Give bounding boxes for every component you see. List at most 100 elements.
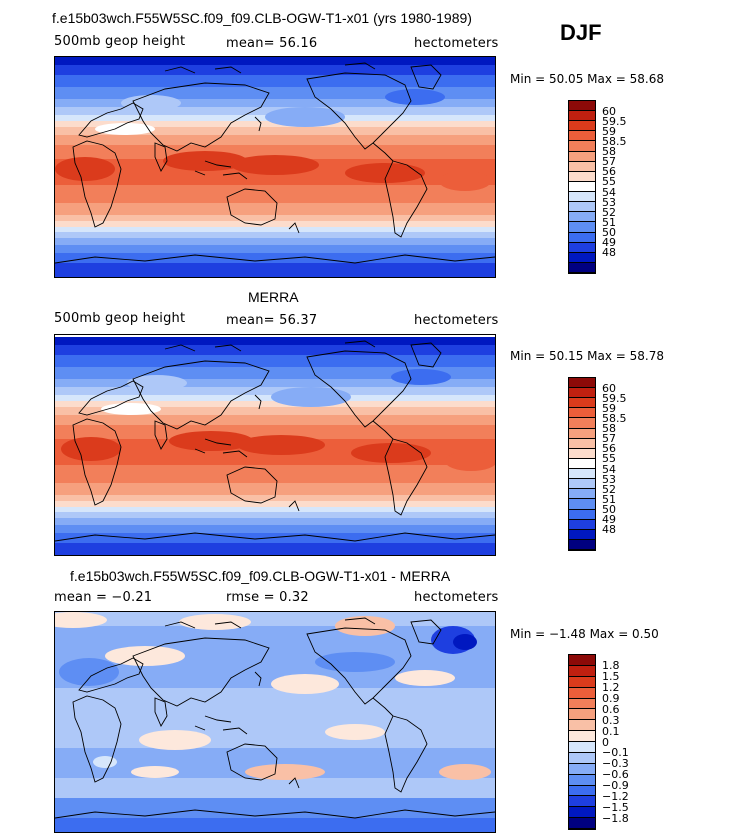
colorbar-label: −1.2 (602, 789, 629, 803)
contour-band (55, 778, 495, 798)
panel1-title: f.e15b03wch.F55W5SC.f09_f09.CLB-OGW-T1-x… (52, 10, 472, 26)
contour-blob (445, 451, 495, 471)
colorbar-swatch (569, 121, 595, 132)
contour-band (55, 253, 495, 263)
contour-blob (55, 612, 107, 628)
contour-band (55, 465, 495, 483)
colorbar-label: 0 (602, 735, 609, 749)
contour-band (55, 501, 495, 507)
colorbar-swatch (569, 479, 595, 490)
contour-blob (245, 764, 325, 780)
contour-band (55, 533, 495, 543)
colorbar-label: 58 (602, 145, 616, 159)
contour-blob (231, 155, 319, 175)
coastline (164, 340, 376, 352)
coastline (288, 222, 300, 234)
contour-band (55, 57, 495, 65)
coastline (384, 438, 428, 516)
contour-blob (325, 724, 385, 740)
coastline (226, 466, 278, 504)
contour-band (55, 337, 495, 345)
coastline (154, 697, 168, 727)
colorbar-label: −0.1 (602, 746, 629, 760)
panel2-title: MERRA (248, 289, 299, 305)
colorbar-swatch (569, 151, 595, 162)
panel3-contour-bands (55, 612, 495, 832)
colorbar-label: −1.5 (602, 800, 629, 814)
colorbar-swatch (569, 161, 595, 172)
colorbar-swatch (569, 539, 595, 550)
colorbar-swatch (569, 458, 595, 470)
contour-band (55, 612, 495, 626)
coastline (306, 350, 412, 428)
panel2-units: hectometers (414, 313, 499, 328)
contour-blob (335, 616, 395, 636)
contour-blob (391, 369, 451, 385)
colorbar-label: 49 (602, 513, 616, 527)
colorbar-label: 1.5 (602, 670, 620, 684)
contour-band (55, 232, 495, 238)
contour-band (55, 387, 495, 395)
colorbar-label: 1.2 (602, 681, 620, 695)
panel3-map (54, 611, 496, 833)
coastline (410, 619, 442, 645)
coastline (164, 62, 376, 74)
contour-blob (439, 171, 491, 191)
colorbar-swatch (569, 101, 595, 112)
colorbar-swatch (569, 378, 595, 389)
colorbar-label: 59 (602, 401, 616, 415)
contour-band (55, 518, 495, 525)
contour-band (55, 525, 495, 533)
contour-band (55, 99, 495, 107)
colorbar-swatch (569, 418, 595, 429)
coastline (254, 116, 262, 132)
colorbar-label: 55 (602, 175, 616, 189)
contour-blob (101, 403, 161, 415)
coastline (78, 102, 144, 138)
panel3-colorbar: 1.8 1.5 1.2 0.9 0.6 0.3 0.1 0 −0.1 −0.3 −0.6 −0.9 −1… (568, 654, 629, 830)
contour-blob (395, 670, 455, 686)
coastline (194, 438, 248, 458)
colorbar-swatch (569, 398, 595, 409)
colorbar-label: 57 (602, 432, 616, 446)
panel1-map (54, 56, 496, 278)
colorbar-swatch (569, 720, 595, 732)
contour-blob (237, 435, 325, 455)
panel3-rmse: rmse = 0.32 (226, 590, 309, 605)
colorbar-label: 52 (602, 205, 616, 219)
contour-blob (139, 730, 211, 750)
contour-blob (127, 375, 187, 391)
contour-band (55, 345, 495, 355)
colorbar-swatch (569, 242, 595, 253)
colorbar-swatch (569, 763, 595, 775)
contour-blob (453, 634, 477, 650)
coastline (55, 254, 495, 264)
colorbar-label: 49 (602, 236, 616, 250)
colorbar-swatch (569, 499, 595, 510)
coastline (78, 657, 144, 693)
coastline (372, 697, 394, 717)
contour-band (55, 263, 495, 277)
coastline (164, 617, 376, 629)
contour-band (55, 245, 495, 253)
colorbar-swatch (569, 774, 595, 786)
coastline (288, 500, 300, 512)
colorbar-swatch (569, 212, 595, 223)
contour-band (55, 75, 495, 87)
coastline (154, 420, 168, 450)
colorbar-swatch (569, 222, 595, 233)
colorbar-label: 60 (602, 104, 616, 118)
coastline (226, 743, 278, 781)
coastline (154, 142, 168, 172)
coastline (72, 418, 122, 506)
colorbar-label: 52 (602, 482, 616, 496)
colorbar-swatch (569, 519, 595, 530)
colorbar-swatch (569, 428, 595, 439)
panel1-colorbar: 60 59.5 59 58.5 58 57 56 55 54 53 52 51 50 49 48 (568, 100, 627, 274)
colorbar-label: −0.9 (602, 779, 629, 792)
panel3-title: f.e15b03wch.F55W5SC.f09_f09.CLB-OGW-T1-x… (70, 568, 451, 584)
coastline (55, 532, 495, 542)
colorbar-swatch (569, 469, 595, 480)
colorbar-label: 51 (602, 492, 616, 506)
colorbar-swatch (569, 785, 595, 797)
